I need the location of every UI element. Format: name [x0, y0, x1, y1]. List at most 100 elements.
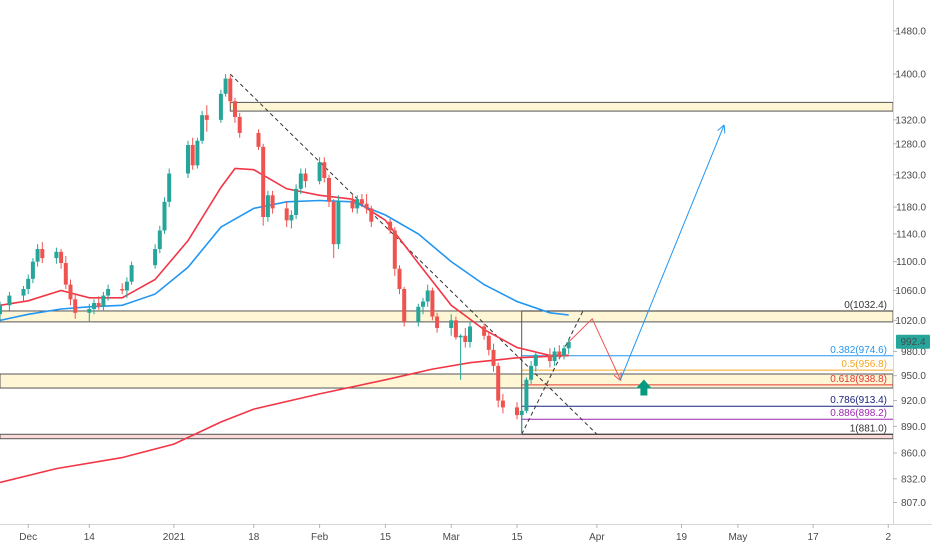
candle-body [529, 365, 534, 380]
projection-segment-1[interactable] [619, 126, 723, 380]
candle-body [204, 115, 209, 120]
candle-body [402, 288, 407, 322]
candle-body [552, 351, 557, 362]
candle-body [228, 78, 233, 102]
candle [129, 261, 134, 285]
candle [21, 286, 26, 302]
arrow-up-icon [635, 379, 652, 396]
candle-body [486, 335, 491, 350]
trendlines[interactable] [229, 73, 598, 435]
candle [68, 279, 73, 306]
candle-body [435, 316, 440, 329]
y-tick-label: 920.0 [901, 396, 926, 407]
projection-path[interactable] [568, 126, 724, 380]
candle [359, 193, 364, 208]
candle [35, 244, 40, 267]
x-tick-label: 19 [676, 532, 688, 543]
candle [30, 258, 35, 284]
candle [167, 168, 172, 208]
y-axis-background [894, 0, 932, 524]
candle [157, 225, 162, 254]
y-tick-label: 1180.0 [896, 203, 926, 214]
fib-level-label-0: 0(1032.4) [844, 300, 887, 311]
x-tick-label: 2 [886, 532, 892, 543]
candle [294, 184, 299, 220]
candle-body [524, 379, 529, 411]
zone-3 [0, 433, 894, 440]
candle [322, 157, 327, 183]
candle [26, 274, 31, 295]
candle-body [68, 284, 73, 300]
candle [529, 361, 534, 384]
candle [7, 291, 12, 311]
candle-body [566, 342, 571, 349]
candle [63, 256, 68, 289]
x-tick-label: Apr [589, 532, 605, 543]
candle [124, 277, 129, 298]
candle [162, 197, 167, 234]
candle [425, 284, 430, 307]
candle-body [303, 173, 308, 182]
y-axis[interactable]: 1480.0 1400.0 1320.0 1280.0 1230.0 1180.0 1140… [893, 26, 926, 509]
candle-body [331, 201, 336, 245]
candle-body [369, 208, 374, 222]
fib-level-label-6: 1(881.0) [850, 423, 887, 434]
projection-segment-0[interactable] [568, 317, 621, 380]
trendline-1[interactable] [521, 311, 584, 435]
y-tick-label: 1480.0 [895, 26, 926, 37]
candle-body [120, 288, 125, 291]
candle [265, 190, 270, 222]
candle [218, 89, 223, 123]
candle-body [397, 268, 402, 289]
candle-body [270, 195, 275, 209]
support-resistance-zones [0, 101, 894, 440]
x-tick-label: Dec [19, 532, 37, 543]
candle-body [190, 145, 195, 166]
zone-2 [0, 373, 894, 389]
x-axis[interactable]: Dec 14 2021 18 Feb 15 Mar 15 Apr 19 May 17 2 [19, 524, 892, 543]
candle [223, 74, 228, 97]
x-tick-label: 14 [84, 532, 96, 543]
candle [519, 409, 524, 435]
y-tick-label: 1280.0 [895, 139, 926, 150]
candle-body [317, 162, 322, 182]
candle [388, 219, 393, 234]
candle [101, 291, 106, 312]
candle-body [63, 263, 68, 285]
candle-body [129, 265, 134, 282]
candle-body [195, 140, 200, 166]
y-tick-label: 1140.0 [896, 229, 926, 240]
candle [486, 332, 491, 356]
candle [364, 193, 369, 214]
candle [59, 249, 64, 269]
candle [289, 210, 294, 229]
candle-body [463, 335, 468, 343]
y-tick-label: 1400.0 [895, 70, 926, 81]
zone-1 [0, 310, 894, 323]
y-tick-label: 832.0 [901, 474, 926, 485]
candle-body [350, 200, 355, 209]
candle [87, 303, 92, 322]
trendline-0[interactable] [229, 73, 598, 435]
candle-body [124, 281, 129, 291]
candle [54, 247, 59, 264]
x-tick-label: 15 [380, 532, 392, 543]
fib-level-label-3: 0.618(938.8) [830, 374, 887, 385]
candle [402, 286, 407, 327]
x-tick-label: 2021 [163, 532, 186, 543]
x-tick-label: 18 [248, 532, 260, 543]
candle-body [153, 249, 158, 266]
candle-body [0, 305, 2, 315]
candle [453, 316, 458, 340]
candle-body [515, 407, 519, 416]
candle-body [322, 162, 327, 178]
arrow-up-marker [635, 379, 652, 396]
candle [186, 140, 190, 178]
candle [496, 362, 501, 408]
candle-body [256, 132, 261, 147]
candle-body [26, 278, 31, 289]
candle-body [496, 365, 501, 401]
candle [355, 195, 360, 214]
candle [153, 244, 158, 269]
